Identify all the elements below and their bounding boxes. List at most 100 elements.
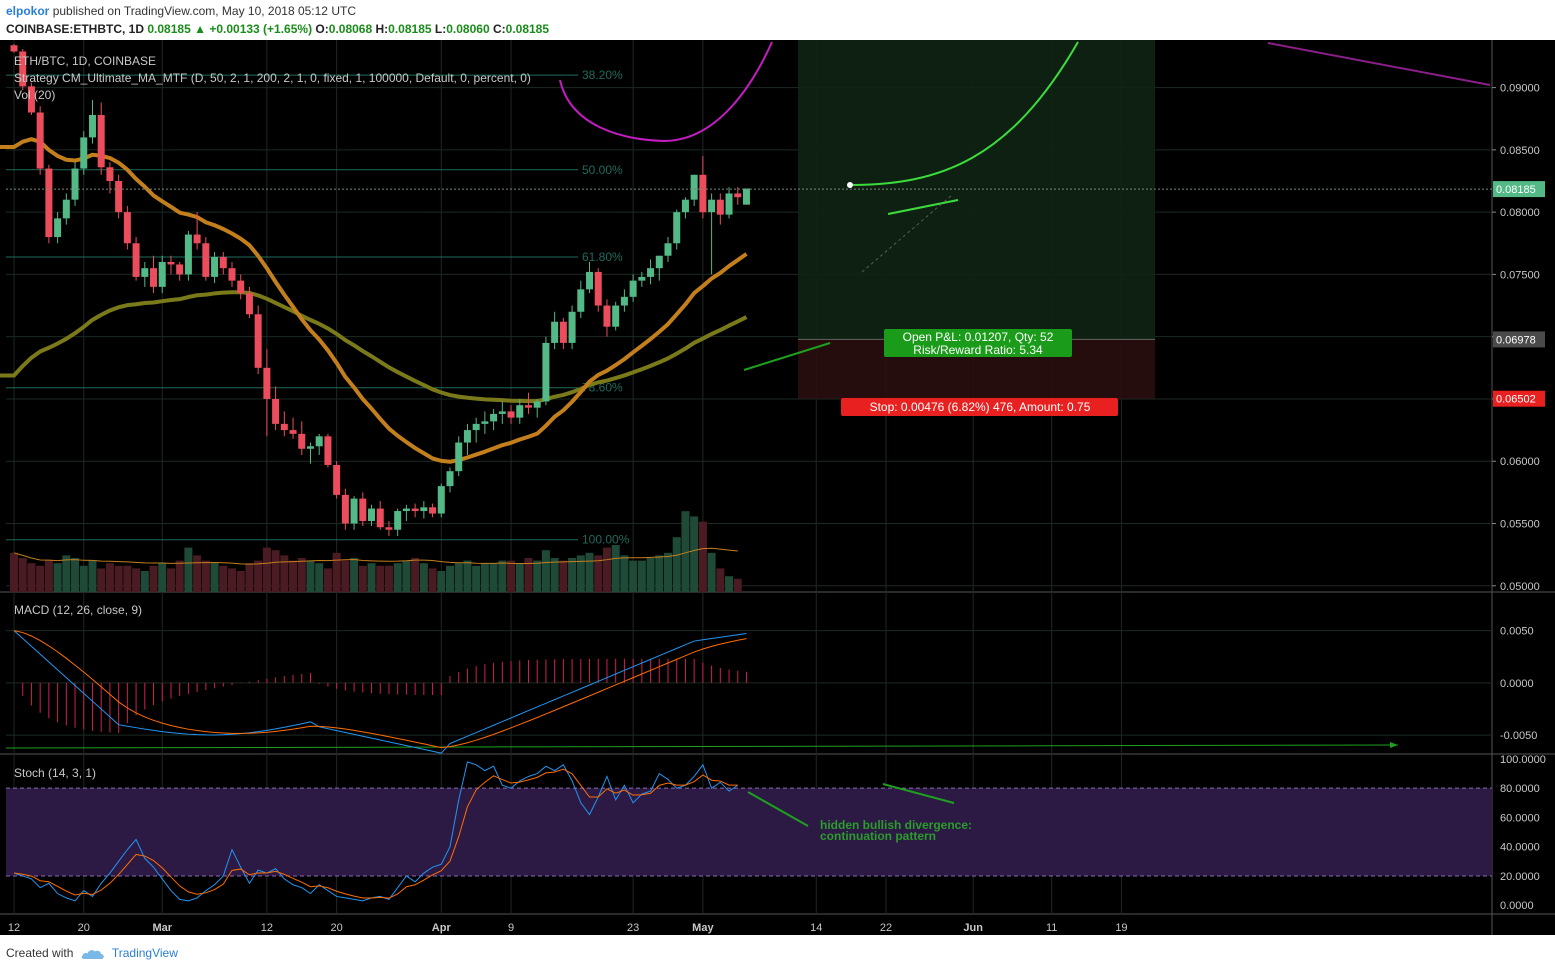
candle-body bbox=[27, 86, 35, 113]
volume-bar bbox=[245, 563, 254, 592]
candle-body bbox=[106, 167, 114, 181]
pane-labels: ETH/BTC, 1D, COINBASE Strategy CM_Ultima… bbox=[14, 54, 531, 780]
volume-bar bbox=[175, 560, 184, 592]
volume-bar bbox=[332, 552, 341, 592]
parabolic-curve bbox=[849, 41, 1079, 186]
price-axes[interactable]: 12 20 Mar 12 20 Apr 9 23 May 14 22 Jun 11 19 0.09000 0.… bbox=[8, 83, 1546, 934]
candle-body bbox=[350, 498, 358, 524]
candle-body bbox=[524, 405, 532, 408]
time-axis-label: 12 bbox=[8, 922, 20, 934]
low-label: L: bbox=[434, 22, 447, 36]
volume-bar bbox=[228, 568, 236, 592]
open-pnl-box bbox=[884, 329, 1072, 357]
volume-bar bbox=[210, 563, 219, 592]
macd-label: MACD (12, 26, close, 9) bbox=[14, 603, 142, 617]
candle-body bbox=[272, 398, 280, 424]
volume-bar bbox=[533, 560, 542, 592]
candle-body bbox=[394, 511, 402, 530]
volume-bar bbox=[402, 560, 411, 592]
annotations[interactable]: Open P&L: 0.01207, Qty: 52 Risk/Reward R… bbox=[820, 329, 1118, 843]
stoch-axis-label: 100.0000 bbox=[1500, 754, 1546, 766]
divergence-line-right bbox=[882, 783, 955, 804]
candle-body bbox=[219, 256, 227, 269]
candle-body bbox=[594, 271, 602, 306]
time-axis-label: 20 bbox=[331, 922, 343, 934]
magenta-curve bbox=[559, 41, 773, 143]
volume-bar bbox=[480, 563, 489, 592]
ohlc-header: COINBASE:ETHBTC, 1D 0.08185 ▲ +0.00133 (… bbox=[6, 22, 549, 36]
candle-body bbox=[298, 433, 306, 449]
time-axis-label: Mar bbox=[152, 922, 172, 934]
candle-body bbox=[45, 168, 53, 238]
fib-level-label: 61.80% bbox=[582, 250, 623, 264]
volume-bar bbox=[620, 555, 629, 592]
time-axis-label: 14 bbox=[810, 922, 822, 934]
volume-bar bbox=[123, 565, 132, 592]
risk-reward-tool[interactable] bbox=[798, 40, 1155, 399]
price-axis-label: 0.05000 bbox=[1500, 581, 1540, 593]
ma-50-line bbox=[0, 137, 748, 464]
stoch-d-line bbox=[13, 768, 738, 899]
open-value: 0.08068 bbox=[328, 22, 373, 36]
volume-bar bbox=[149, 565, 158, 592]
volume-bar bbox=[681, 511, 690, 592]
candle-body bbox=[132, 243, 140, 277]
entry-price-tag: 0.06978 bbox=[1496, 334, 1536, 346]
candle-body bbox=[193, 234, 201, 244]
candle-body bbox=[280, 423, 288, 431]
candle-body bbox=[690, 174, 698, 200]
stop-box bbox=[841, 398, 1118, 416]
stoch-axis-label: 20.0000 bbox=[1500, 871, 1540, 883]
volume-bar bbox=[262, 547, 271, 592]
candlesticks bbox=[10, 44, 750, 536]
publish-header: elpokor published on TradingView.com, Ma… bbox=[6, 4, 356, 18]
time-axis-label: 22 bbox=[880, 922, 892, 934]
price-axis-label: 0.07500 bbox=[1500, 269, 1540, 281]
chart-canvas[interactable]: 38.20%50.00%61.80%78.60%100.00% 12 20 Mar 1… bbox=[0, 40, 1555, 935]
stoch-axis-label: 80.0000 bbox=[1500, 783, 1540, 795]
volume-bar bbox=[393, 563, 402, 592]
candle-body bbox=[551, 321, 559, 343]
price-axis-label: 0.06000 bbox=[1500, 456, 1540, 468]
candle-body bbox=[402, 508, 410, 512]
candle-body bbox=[80, 137, 88, 169]
volume-bar bbox=[507, 560, 516, 592]
close-value: 0.08185 bbox=[505, 22, 550, 36]
candle-body bbox=[673, 212, 681, 244]
volume-bar bbox=[585, 552, 594, 592]
time-axis-label: 11 bbox=[1046, 922, 1057, 934]
time-axis-label: May bbox=[692, 922, 714, 934]
green-support-line bbox=[743, 342, 831, 371]
volume-bar bbox=[733, 578, 742, 592]
candle-body bbox=[306, 446, 314, 449]
drawings[interactable] bbox=[6, 41, 1492, 371]
volume-ma-line bbox=[13, 547, 738, 565]
main-pane-title: ETH/BTC, 1D, COINBASE bbox=[14, 54, 156, 68]
volume-bar bbox=[611, 545, 620, 592]
author-username[interactable]: elpokor bbox=[6, 4, 50, 18]
volume-bar bbox=[472, 565, 481, 592]
volume-bar bbox=[184, 547, 193, 592]
volume-bar bbox=[306, 560, 315, 592]
volume-bar bbox=[411, 558, 420, 592]
fib-retracement[interactable]: 38.20%50.00%61.80%78.60%100.00% bbox=[6, 68, 630, 547]
open-label: O: bbox=[315, 22, 329, 36]
magenta-trendline bbox=[1267, 42, 1491, 86]
price-axis-label: 0.05500 bbox=[1500, 519, 1540, 531]
candle-body bbox=[612, 305, 620, 327]
candle-body bbox=[734, 193, 742, 198]
volume-bar bbox=[446, 565, 454, 592]
volume-bar bbox=[428, 568, 437, 592]
stoch-band bbox=[6, 788, 1492, 876]
candle-body bbox=[237, 280, 245, 294]
stop-price-tag-bg bbox=[1493, 390, 1545, 407]
signal-line bbox=[13, 630, 747, 749]
candle-body bbox=[664, 243, 672, 256]
tradingview-brand-link[interactable]: TradingView bbox=[111, 946, 178, 960]
candle-body bbox=[176, 264, 184, 275]
time-axis-label: 23 bbox=[627, 922, 639, 934]
volume-bar bbox=[707, 552, 716, 592]
volume-bar bbox=[376, 565, 385, 592]
footer: Created with TradingView bbox=[6, 946, 178, 961]
volume-bar bbox=[297, 558, 306, 592]
